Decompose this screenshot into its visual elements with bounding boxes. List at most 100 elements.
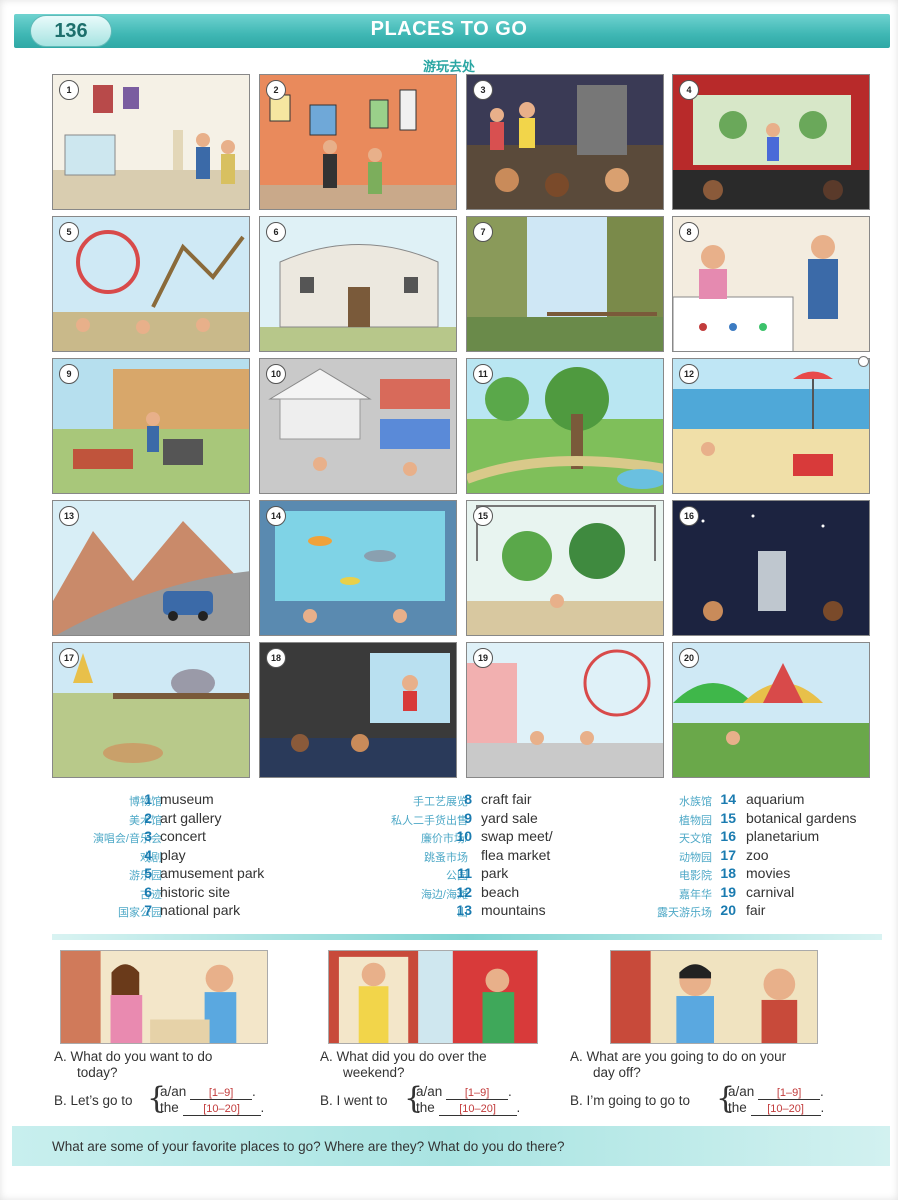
chinese-term: 演唱会/音乐会	[92, 833, 162, 845]
picture-number: 5	[59, 222, 79, 242]
picture-number: 17	[59, 648, 79, 668]
english-term: amusement park	[160, 865, 265, 881]
answer-blank[interactable]: [10–20]	[438, 1103, 517, 1116]
chinese-term: 水族馆	[679, 796, 712, 808]
answer-blank[interactable]: [10–20]	[750, 1103, 821, 1116]
chinese-term: 山	[457, 907, 468, 919]
picture-carnival: 19	[466, 642, 664, 778]
dialog-line-a: A. What did you do over the	[320, 1049, 487, 1064]
vocabulary-column-3: 水族馆 14 aquarium 植物园 15 botanical gardens 天文馆…	[600, 791, 880, 921]
vocab-item: 海边/海滩 12 beach	[330, 884, 580, 903]
english-term: botanical gardens	[746, 809, 857, 826]
english-term: planetarium	[746, 828, 820, 844]
vocab-number: 9	[464, 809, 472, 826]
picture-national-park: 7	[466, 216, 664, 352]
picture-zoo: 17	[52, 642, 250, 778]
chinese-term: 植物园	[679, 814, 712, 827]
english-term: concert	[160, 828, 206, 844]
vocab-number: 7	[144, 902, 152, 918]
option-article: a/an	[416, 1084, 443, 1099]
vocab-item: 戏剧 4 play	[30, 847, 290, 866]
english-term: historic site	[160, 883, 231, 900]
vocab-number: 12	[456, 883, 472, 900]
conversation-1-question: A. What do you want to do today?	[54, 1049, 212, 1081]
english-term: carnival	[746, 883, 795, 900]
picture-amusement-park: 5	[52, 216, 250, 352]
illustration-grid: 1 2 3 4 5 6 7 8 9 10 11 12	[52, 74, 870, 778]
vocab-number: 17	[720, 846, 736, 863]
vocab-number: 6	[144, 883, 152, 900]
vocab-item: 美术馆 2 art gallery	[30, 810, 290, 829]
picture-historic-site: 6	[259, 216, 457, 352]
picture-number: 11	[473, 364, 493, 384]
answer-blank[interactable]: [10–20]	[182, 1103, 261, 1116]
option-article: a/an	[728, 1084, 755, 1099]
vocab-number: 3	[144, 828, 152, 844]
discussion-band	[12, 1126, 890, 1166]
vocab-item: 嘉年华 19 carnival	[600, 884, 880, 903]
vocab-item: 演唱会/音乐会 3 concert	[30, 828, 290, 847]
english-term: art gallery	[160, 809, 222, 826]
answer-blank[interactable]: [1–9]	[446, 1087, 509, 1100]
english-term: national park	[160, 902, 241, 918]
picture-yard-sale: 9	[52, 358, 250, 494]
chinese-term: 廉价市场/	[420, 833, 468, 845]
vocab-number: 15	[720, 809, 736, 826]
vocab-number: 11	[457, 865, 472, 881]
picture-number: 15	[473, 506, 493, 526]
answer-blank[interactable]: [1–9]	[190, 1087, 253, 1100]
chinese-term: 动物园	[679, 851, 712, 864]
vocab-item: 露天游乐场 20 fair	[600, 902, 880, 921]
english-term: fair	[746, 902, 766, 918]
picture-number: 9	[59, 364, 79, 384]
english-term: play	[160, 846, 186, 863]
conversation-3-question: A. What are you going to do on your day …	[570, 1049, 786, 1081]
picture-number: 16	[679, 506, 699, 526]
dialog-line-a: A. What do you want to do	[54, 1049, 213, 1064]
answer-blank[interactable]: [1–9]	[758, 1087, 821, 1100]
vocab-item: 山 13 mountains	[330, 902, 580, 921]
option-article: a/an	[160, 1084, 187, 1099]
conversation-2-question: A. What did you do over the weekend?	[320, 1049, 487, 1081]
vocab-number: 13	[456, 902, 472, 918]
picture-number: 4	[679, 80, 699, 100]
dialog-line-a-cont: day off?	[593, 1065, 641, 1080]
conversation-2-picture	[328, 950, 538, 1044]
chinese-term: 天文馆	[679, 833, 712, 845]
picture-mountains: 13	[52, 500, 250, 636]
option-article: the	[728, 1100, 747, 1115]
brace-symbol: {	[716, 1081, 736, 1116]
vocab-item: 私人二手货出售 9 yard sale	[330, 810, 580, 829]
vocab-number: 4	[144, 846, 152, 863]
vocab-item: 手工艺展览 8 craft fair	[330, 791, 580, 810]
dialog-line-a-cont: weekend?	[343, 1065, 405, 1080]
english-term: swap meet/	[481, 828, 553, 844]
picture-number: 2	[266, 80, 286, 100]
picture-number: 6	[266, 222, 286, 242]
conversation-3-picture	[610, 950, 818, 1044]
picture-number: 8	[679, 222, 699, 242]
english-term: beach	[481, 883, 520, 900]
section-divider	[52, 934, 882, 940]
english-term: flea market	[481, 846, 551, 863]
picture-concert: 3	[466, 74, 664, 210]
vocab-number: 5	[144, 865, 152, 881]
vocab-number: 10	[456, 828, 472, 844]
picture-museum: 1	[52, 74, 250, 210]
vocab-item: 廉价市场/10 swap meet/	[330, 828, 580, 847]
vocab-number: 1	[144, 791, 152, 807]
picture-number: 1	[59, 80, 79, 100]
english-term: mountains	[481, 902, 546, 918]
vocabulary-column-2: 手工艺展览 8 craft fair 私人二手货出售 9 yard sale 廉价市场/…	[330, 791, 580, 921]
vocab-number: 8	[464, 791, 472, 807]
vocab-item: 天文馆 16 planetarium	[600, 828, 880, 847]
vocab-item: 游乐园 5 amusement park	[30, 865, 290, 884]
picture-movies: 18	[259, 642, 457, 778]
discussion-question: What are some of your favorite places to…	[52, 1139, 565, 1154]
picture-number: 13	[59, 506, 79, 526]
header-bar	[14, 14, 890, 48]
vocab-item: 古迹 6 historic site	[30, 884, 290, 903]
picture-number: 14	[266, 506, 286, 526]
english-term: yard sale	[481, 809, 538, 826]
brace-symbol: {	[404, 1081, 424, 1116]
